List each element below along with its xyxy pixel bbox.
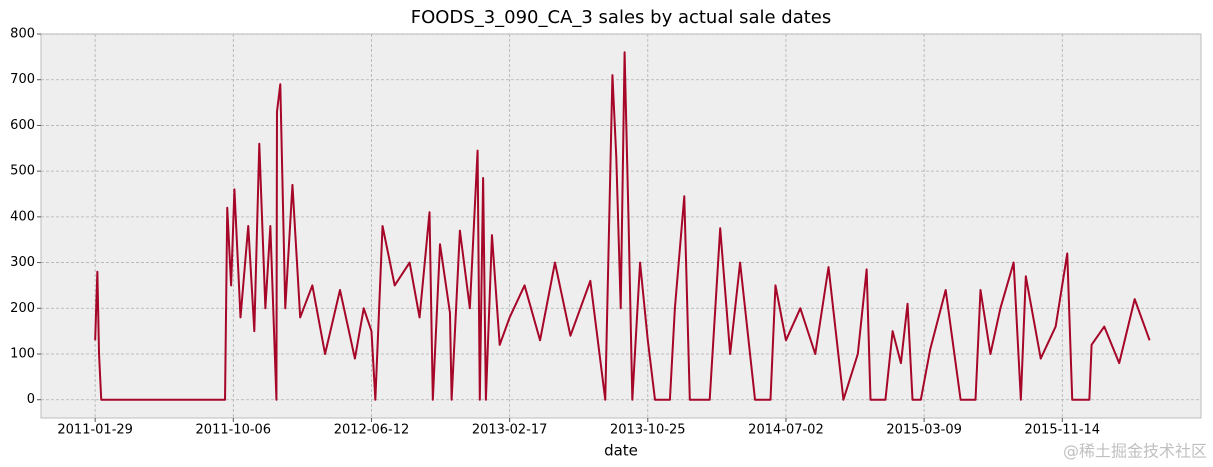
x-tick-label: 2014-07-02	[748, 423, 824, 438]
x-tick-label: 2015-03-09	[886, 423, 962, 438]
y-tick-label: 400	[10, 209, 35, 224]
x-tick-label: 2011-01-29	[57, 423, 133, 438]
y-tick-label: 800	[10, 27, 35, 42]
y-tick-label: 300	[10, 255, 35, 270]
y-tick-label: 500	[10, 164, 35, 179]
y-tick-label: 0	[27, 392, 35, 407]
line	[94, 51, 1151, 401]
watermark: @稀土掘金技术社区	[1063, 442, 1207, 461]
chart-title: FOODS_3_090_CA_3 sales by actual sale da…	[411, 7, 832, 28]
x-tick-label: 2012-06-12	[334, 423, 410, 438]
x-axis-label: date	[604, 442, 638, 460]
y-tick-label: 200	[10, 301, 35, 316]
y-tick-label: 600	[10, 118, 35, 133]
y-tick-label: 700	[10, 72, 35, 87]
y-tick-label: 100	[10, 347, 35, 362]
x-tick-label: 2013-02-17	[472, 423, 548, 438]
x-tick-label: 2011-10-06	[196, 423, 272, 438]
x-tick-label: 2015-11-14	[1025, 423, 1101, 438]
x-tick-label: 2013-10-25	[610, 423, 686, 438]
